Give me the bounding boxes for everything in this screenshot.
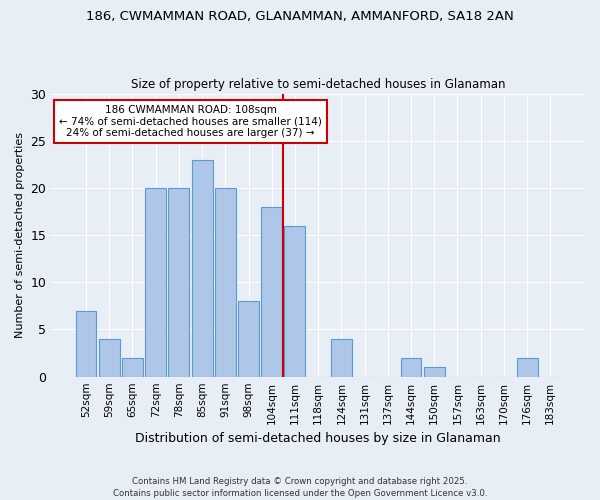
Bar xyxy=(76,310,97,376)
Text: 186, CWMAMMAN ROAD, GLANAMMAN, AMMANFORD, SA18 2AN: 186, CWMAMMAN ROAD, GLANAMMAN, AMMANFORD… xyxy=(86,10,514,23)
Bar xyxy=(517,358,538,376)
Bar xyxy=(331,339,352,376)
Bar xyxy=(424,367,445,376)
Bar xyxy=(122,358,143,376)
Bar xyxy=(215,188,236,376)
Bar xyxy=(169,188,190,376)
Title: Size of property relative to semi-detached houses in Glanaman: Size of property relative to semi-detach… xyxy=(131,78,505,91)
Bar xyxy=(191,160,212,376)
Bar xyxy=(238,301,259,376)
Bar xyxy=(145,188,166,376)
Y-axis label: Number of semi-detached properties: Number of semi-detached properties xyxy=(15,132,25,338)
X-axis label: Distribution of semi-detached houses by size in Glanaman: Distribution of semi-detached houses by … xyxy=(136,432,501,445)
Text: Contains HM Land Registry data © Crown copyright and database right 2025.
Contai: Contains HM Land Registry data © Crown c… xyxy=(113,476,487,498)
Bar xyxy=(261,207,282,376)
Bar xyxy=(284,226,305,376)
Bar xyxy=(401,358,421,376)
Bar xyxy=(99,339,119,376)
Text: 186 CWMAMMAN ROAD: 108sqm
← 74% of semi-detached houses are smaller (114)
24% of: 186 CWMAMMAN ROAD: 108sqm ← 74% of semi-… xyxy=(59,105,322,138)
